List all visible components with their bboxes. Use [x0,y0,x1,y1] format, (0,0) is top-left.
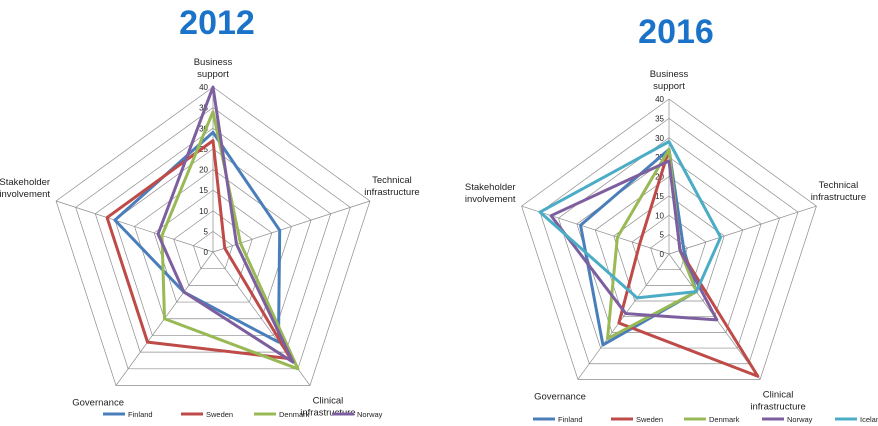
grid-ring [576,156,762,333]
chart-title: 2016 [638,13,714,51]
tick-label: 5 [660,231,665,240]
grid-ring [134,169,292,320]
legend-entry: Norway [357,410,383,419]
series-sweden [105,139,293,361]
legend-entry: Denmark [709,415,740,424]
legend: Finland Sweden Denmark Norway Iceland [533,415,878,424]
series-iceland [538,140,723,300]
axis-label: Stakeholder involvement [0,177,50,200]
tick-label: 35 [655,114,664,123]
grid-spoke [668,205,817,255]
grid-ring [173,210,253,286]
axis-label: Clinical infrastructure [750,389,805,412]
tick-label: 5 [204,227,209,236]
series-norway [156,85,295,364]
series-finland [579,147,698,347]
tick-label: 20 [199,166,208,175]
axis-label: Business support [194,57,233,80]
axis-label: Stakeholder involvement [465,182,516,205]
grid-spoke [577,253,670,380]
legend-entry: Denmark [279,410,310,419]
series-denmark [160,110,300,371]
legend-entry: Sweden [636,415,663,424]
legend-entry: Finland [128,410,153,419]
series-norway [549,159,719,322]
tick-label: 0 [204,248,209,257]
axis-label: Governance [72,397,124,408]
series-finland [113,130,282,344]
tick-label: 10 [655,211,664,220]
grid-ring [192,230,234,270]
tick-label: 10 [199,207,208,216]
axis-label: Technical infrastructure [811,180,866,203]
grid-spoke [55,200,214,253]
legend-entry: Sweden [206,410,233,419]
tick-label: 30 [199,124,208,133]
tick-label: 15 [655,192,664,201]
axis-label: Governance [534,391,586,402]
grid-ring [153,189,273,303]
grid-ring [521,98,817,380]
tick-label: 30 [655,134,664,143]
chart-title: 2012 [179,4,255,42]
tick-label: 40 [655,95,664,104]
grid-ring [55,86,371,386]
series-sweden [617,147,760,378]
grid-ring [94,127,332,353]
axis-label: Technical infrastructure [364,175,419,198]
axis-label: Business support [650,69,689,92]
grid-ring [75,107,351,370]
legend: Finland Sweden Denmark Norway [103,410,383,419]
tick-label: 25 [199,145,208,154]
legend-entry: Finland [558,415,583,424]
axis-label: Clinical infrastructure [300,395,355,418]
grid-ring [631,214,707,286]
grid-spoke [521,205,670,255]
tick-label: 0 [660,250,665,259]
grid-ring [539,117,799,365]
tick-label: 15 [199,186,208,195]
tick-label: 40 [199,83,208,92]
legend-entry: Iceland [860,415,878,424]
legend-entry: Norway [787,415,813,424]
